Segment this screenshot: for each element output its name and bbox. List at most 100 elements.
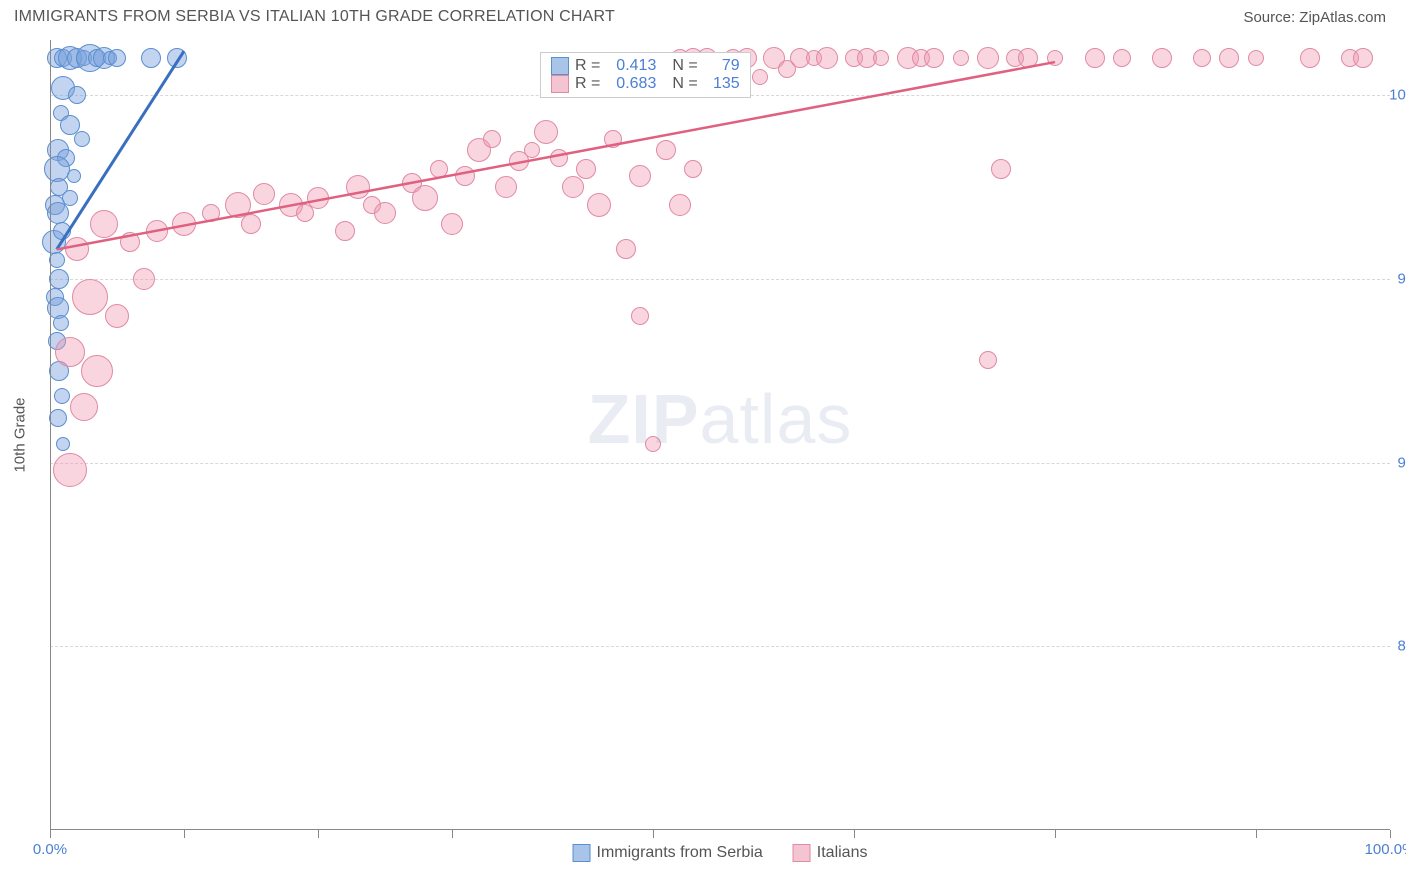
data-point	[629, 165, 651, 187]
data-point	[873, 50, 889, 66]
data-point	[1219, 48, 1239, 68]
data-point	[54, 388, 70, 404]
legend-n-label: N =	[672, 57, 697, 75]
data-point	[924, 48, 944, 68]
data-point	[146, 220, 168, 242]
data-point	[430, 160, 448, 178]
grid-line	[50, 463, 1390, 464]
data-point	[172, 212, 196, 236]
data-point	[534, 120, 558, 144]
data-point	[68, 86, 86, 104]
legend-r-label: R =	[575, 75, 600, 93]
data-point	[1085, 48, 1105, 68]
data-point	[953, 50, 969, 66]
data-point	[616, 239, 636, 259]
bottom-legend-item: Immigrants from Serbia	[573, 844, 763, 862]
data-point	[1047, 50, 1063, 66]
data-point	[576, 159, 596, 179]
x-tick	[653, 830, 654, 838]
data-point	[346, 175, 370, 199]
legend-n-value: 135	[704, 75, 740, 93]
data-point	[631, 307, 649, 325]
data-point	[53, 222, 71, 240]
data-point	[979, 351, 997, 369]
data-point	[550, 149, 568, 167]
data-point	[991, 159, 1011, 179]
legend-swatch	[573, 844, 591, 862]
x-tick	[1256, 830, 1257, 838]
data-point	[1152, 48, 1172, 68]
x-tick	[1055, 830, 1056, 838]
legend-row: R =0.683N =135	[551, 75, 740, 93]
data-point	[74, 131, 90, 147]
x-tick	[50, 830, 51, 838]
y-tick-label: 100.0%	[1389, 87, 1406, 104]
data-point	[53, 315, 69, 331]
data-point	[645, 436, 661, 452]
bottom-legend-item: Italians	[793, 844, 868, 862]
y-axis-line	[50, 40, 51, 830]
data-point	[49, 409, 67, 427]
data-point	[81, 355, 113, 387]
data-point	[141, 48, 161, 68]
data-point	[752, 69, 768, 85]
data-point	[1018, 48, 1038, 68]
data-point	[1353, 48, 1373, 68]
data-point	[67, 169, 81, 183]
data-point	[70, 393, 98, 421]
grid-line	[50, 279, 1390, 280]
data-point	[49, 252, 65, 268]
source-label: Source: ZipAtlas.com	[1243, 9, 1386, 26]
data-point	[1248, 50, 1264, 66]
data-point	[604, 130, 622, 148]
x-tick	[1390, 830, 1391, 838]
data-point	[562, 176, 584, 198]
x-tick	[318, 830, 319, 838]
data-point	[495, 176, 517, 198]
legend-swatch	[793, 844, 811, 862]
x-axis-line	[50, 829, 1390, 830]
x-tick	[854, 830, 855, 838]
chart-area: 10th Grade ZIPatlas 85.0%90.0%95.0%100.0…	[50, 40, 1390, 830]
legend-r-label: R =	[575, 57, 600, 75]
y-axis-label: 10th Grade	[12, 397, 29, 472]
data-point	[1113, 49, 1131, 67]
watermark: ZIPatlas	[588, 379, 853, 459]
data-point	[977, 47, 999, 69]
x-tick-label: 0.0%	[33, 841, 67, 858]
data-point	[65, 237, 89, 261]
data-point	[62, 190, 78, 206]
data-point	[816, 47, 838, 69]
data-point	[669, 194, 691, 216]
data-point	[253, 183, 275, 205]
data-point	[684, 160, 702, 178]
legend-n-value: 79	[704, 57, 740, 75]
data-point	[441, 213, 463, 235]
data-point	[72, 279, 108, 315]
data-point	[53, 453, 87, 487]
y-tick-label: 90.0%	[1397, 454, 1406, 471]
data-point	[49, 269, 69, 289]
data-point	[412, 185, 438, 211]
data-point	[90, 210, 118, 238]
legend-row: R =0.413N =79	[551, 57, 740, 75]
data-point	[335, 221, 355, 241]
legend-n-label: N =	[672, 75, 697, 93]
data-point	[1193, 49, 1211, 67]
data-point	[167, 48, 187, 68]
legend-swatch	[551, 75, 569, 93]
data-point	[55, 337, 85, 367]
data-point	[133, 268, 155, 290]
y-tick-label: 95.0%	[1397, 270, 1406, 287]
data-point	[587, 193, 611, 217]
data-point	[202, 204, 220, 222]
legend-label: Immigrants from Serbia	[597, 844, 763, 862]
data-point	[105, 304, 129, 328]
data-point	[241, 214, 261, 234]
data-point	[1300, 48, 1320, 68]
data-point	[656, 140, 676, 160]
y-tick-label: 85.0%	[1397, 638, 1406, 655]
legend-swatch	[551, 57, 569, 75]
data-point	[307, 187, 329, 209]
data-point	[483, 130, 501, 148]
